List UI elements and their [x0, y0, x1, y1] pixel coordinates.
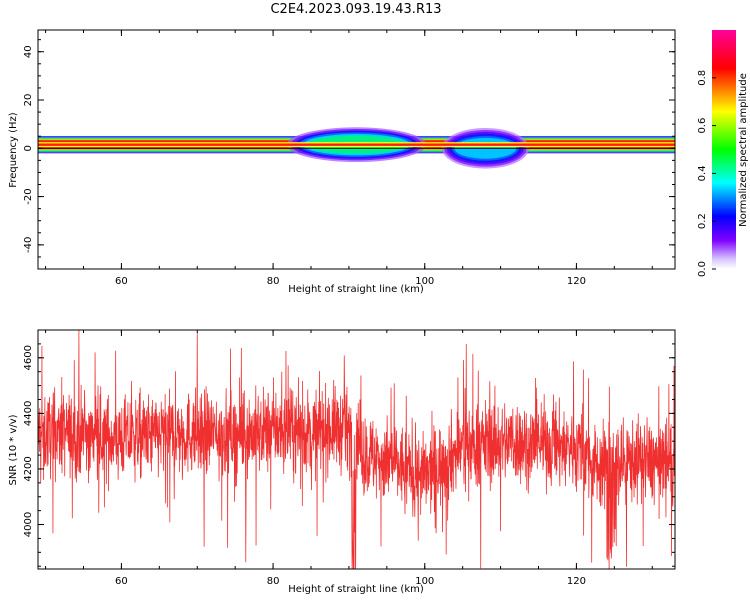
snr-x-tick-label: 60: [115, 576, 128, 587]
snr-y-tick-label: 4600: [23, 345, 34, 370]
spectrogram-panel: 60 80 100 120 -40 -20 0 20 40 Height of straight…: [8, 29, 676, 295]
spectrogram-x-axis-label: Height of straight line (km): [288, 284, 424, 295]
snr-series-line: [38, 330, 675, 569]
colorbar-label: Normalized spectral amplitude: [738, 73, 749, 227]
figure-title: C2E4.2023.093.19.43.R13: [270, 2, 442, 17]
colorbar-tick-label: 0.0: [697, 261, 708, 277]
spectrogram-frame: [37, 29, 676, 270]
colorbar-ticks: 0.0 0.2 0.4 0.6 0.8: [697, 70, 716, 277]
snr-x-tick-label: 120: [567, 576, 586, 587]
snr-x-tick-label: 100: [415, 576, 434, 587]
snr-frame: [37, 329, 676, 570]
colorbar-gradient: [712, 30, 736, 269]
snr-y-tick-label: 4400: [23, 401, 34, 426]
snr-x-tick-label: 80: [267, 576, 280, 587]
spectrogram-x-tick-label: 80: [267, 276, 280, 287]
spectrogram-x-tick-label: 100: [415, 276, 434, 287]
spectrogram-y-tick-label: 0: [23, 145, 34, 151]
spectrogram-y-tick-label: -20: [23, 188, 34, 204]
snr-panel: 60 80 100 120 4000 4200 4400 4600 Height of str…: [8, 329, 676, 595]
spectrogram-y-tick-label: -40: [23, 237, 34, 253]
spectrogram-ridge-red: [38, 143, 675, 146]
colorbar-tick-label: 0.4: [697, 165, 708, 181]
snr-y-tick-label: 4200: [23, 456, 34, 481]
snr-y-tick-label: 4000: [23, 512, 34, 537]
colorbar-tick-label: 0.2: [697, 213, 708, 229]
spectrogram-x-tick-label: 120: [567, 276, 586, 287]
spectrogram-x-tick-label: 60: [115, 276, 128, 287]
spectrogram-y-tick-label: 40: [23, 45, 34, 58]
colorbar: 0.0 0.2 0.4 0.6 0.8 Normalized spectral ampl…: [697, 30, 749, 277]
spectrogram-y-axis-label: Frequency (Hz): [8, 112, 19, 188]
spectrogram-ticks: 60 80 100 120 -40 -20 0 20 40: [23, 30, 675, 287]
spectrogram-bands: [38, 127, 675, 169]
colorbar-tick-label: 0.8: [697, 70, 708, 86]
snr-y-axis-label: SNR (10 * v/v): [8, 414, 19, 485]
spectrogram-y-tick-label: 20: [23, 94, 34, 107]
snr-x-axis-label: Height of straight line (km): [288, 584, 424, 595]
snr-ticks: 60 80 100 120 4000 4200 4400 4600: [23, 329, 675, 587]
colorbar-tick-label: 0.6: [697, 118, 708, 134]
